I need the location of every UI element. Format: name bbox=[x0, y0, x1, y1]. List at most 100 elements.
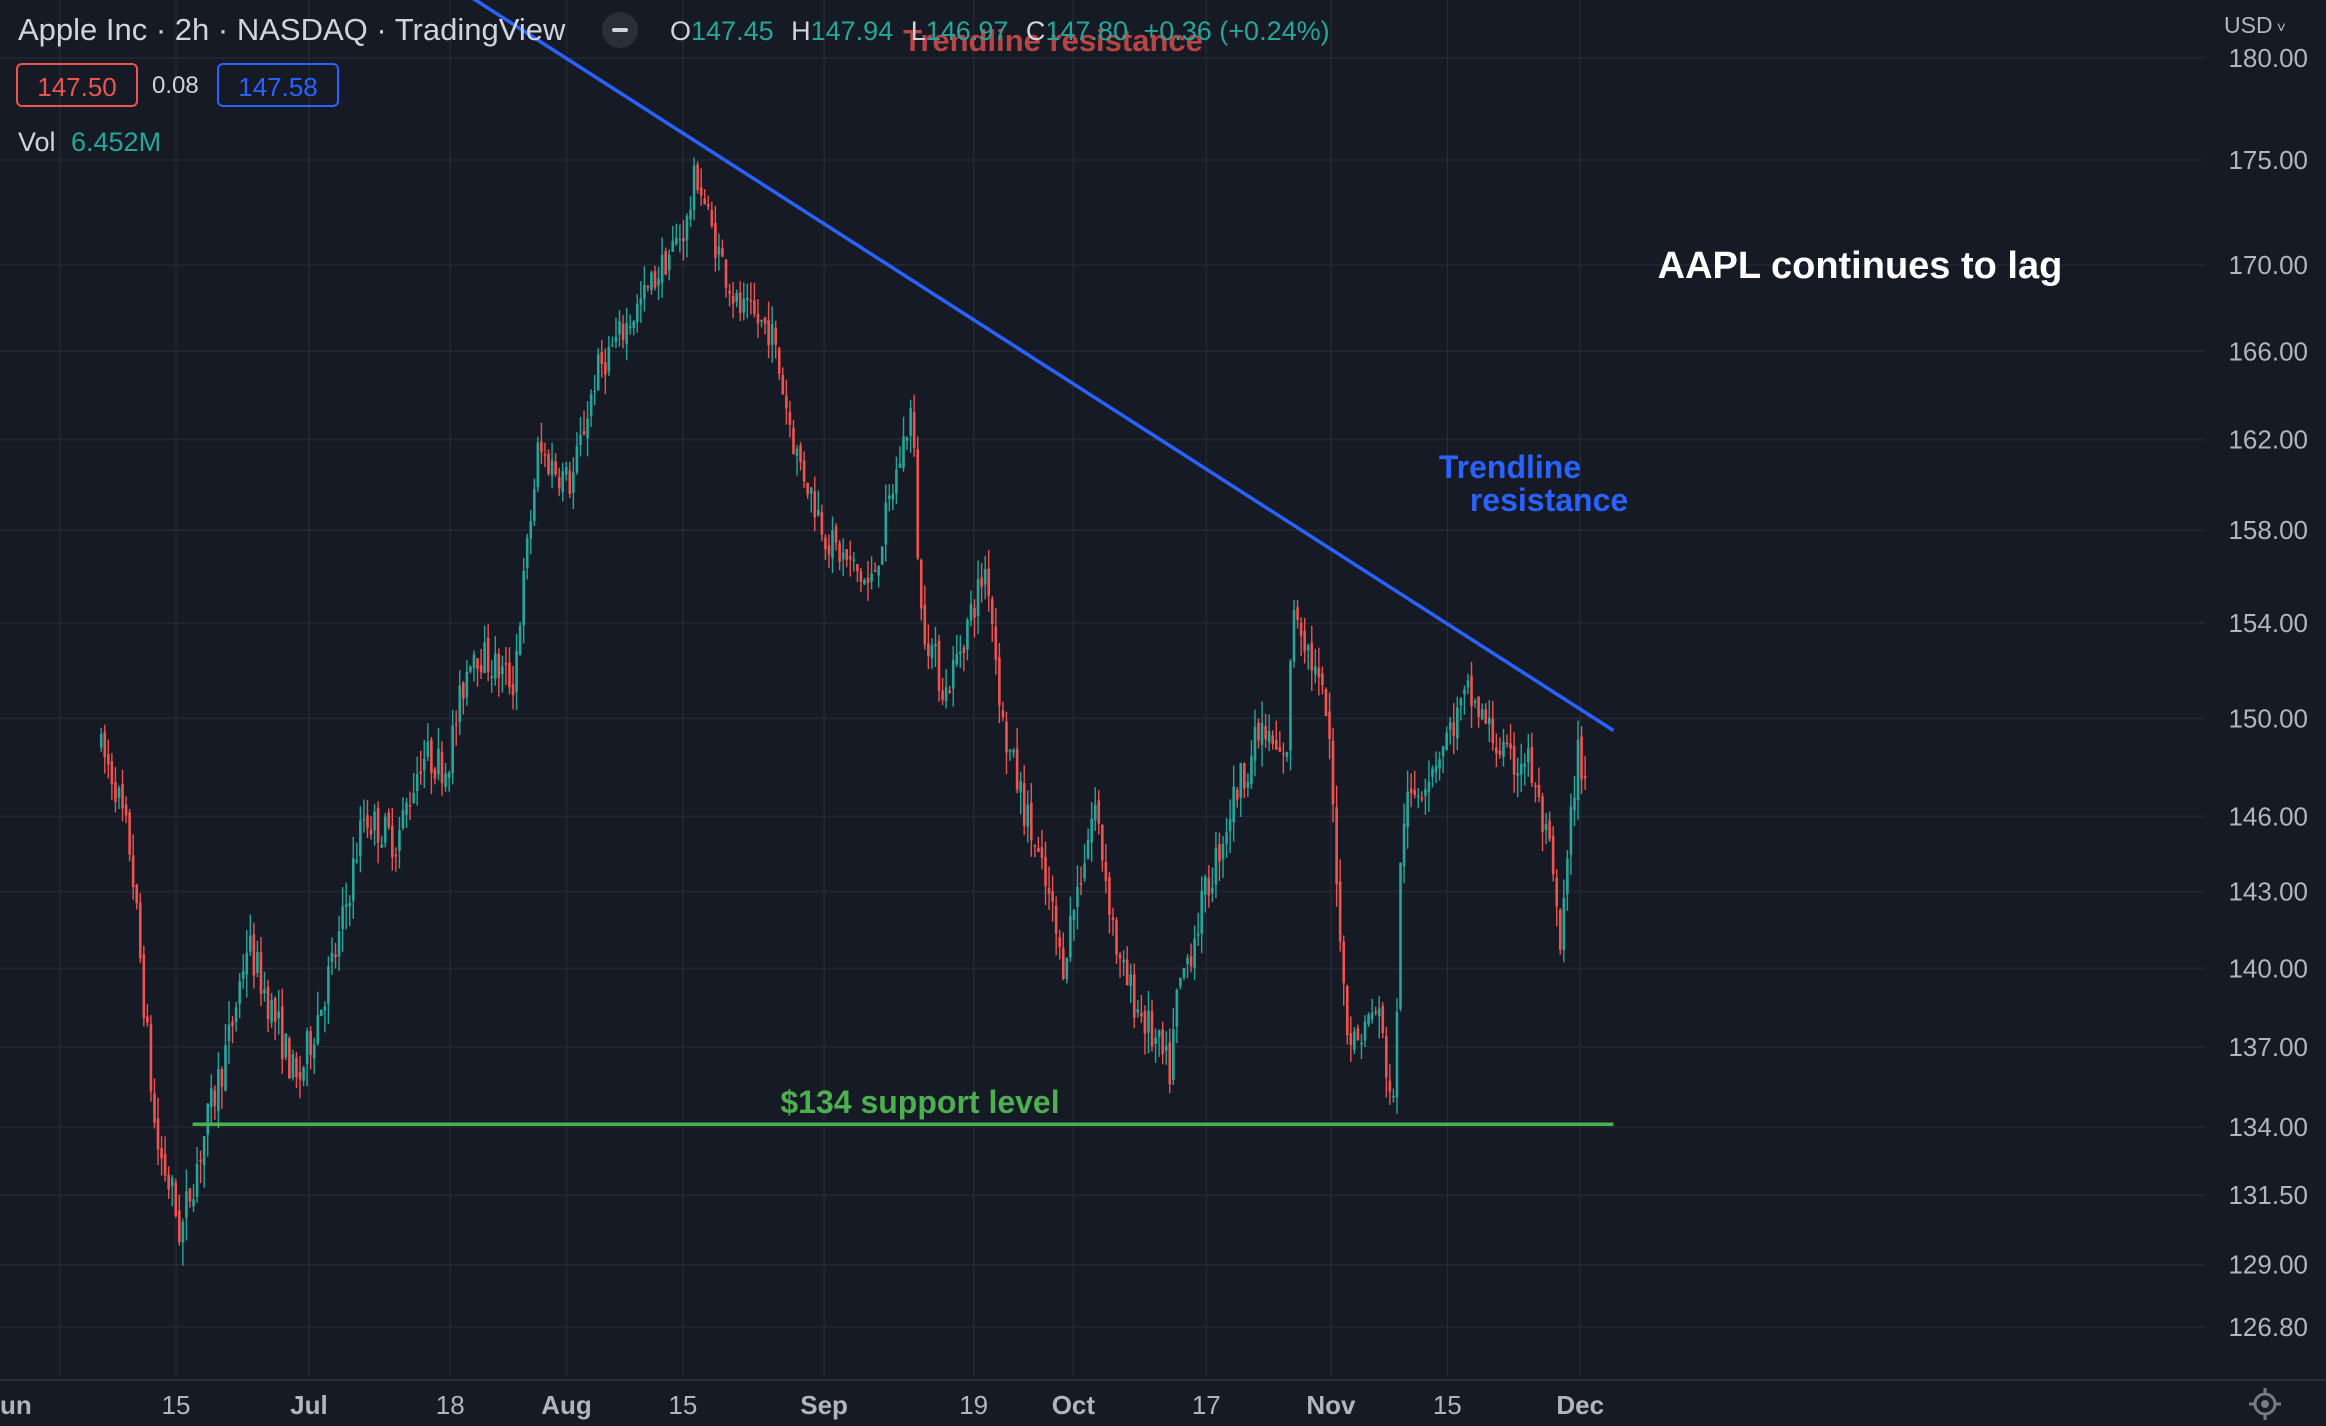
candle-down bbox=[1335, 807, 1338, 885]
candle-up bbox=[1399, 863, 1402, 1010]
candle-down bbox=[834, 526, 838, 543]
time-tick-label: 17 bbox=[1192, 1390, 1221, 1420]
price-tick-label: 158.00 bbox=[2228, 515, 2308, 545]
candle-down bbox=[1491, 718, 1495, 744]
candle-up bbox=[195, 1163, 199, 1197]
candle-up bbox=[1072, 910, 1076, 921]
collapse-button[interactable] bbox=[602, 12, 638, 48]
candle-up bbox=[586, 418, 589, 439]
candle-up bbox=[575, 445, 579, 473]
currency-selector[interactable]: USD ˅ bbox=[2224, 12, 2286, 39]
candle-up bbox=[302, 1067, 305, 1081]
candle-up bbox=[206, 1103, 210, 1135]
candle-up bbox=[1566, 858, 1569, 895]
candle-down bbox=[160, 1148, 163, 1159]
support-level-label: $134 support level bbox=[780, 1084, 1059, 1120]
candle-down bbox=[1388, 1080, 1392, 1092]
minus-icon bbox=[612, 28, 628, 32]
candle-up bbox=[202, 1136, 206, 1166]
candle-up bbox=[817, 509, 820, 516]
candle-down bbox=[714, 223, 717, 258]
candle-down bbox=[199, 1159, 202, 1162]
candle-up bbox=[564, 467, 568, 475]
trendline-label-line1: Trendline bbox=[1439, 449, 1581, 485]
candle-down bbox=[1264, 726, 1267, 740]
candle-down bbox=[848, 555, 852, 560]
candle-up bbox=[1353, 1031, 1356, 1050]
price-axis[interactable]: 180.00 175.00 170.00 166.00 162.00 158.00 154.… bbox=[2228, 43, 2308, 1342]
price-tick-label: 166.00 bbox=[2228, 336, 2308, 366]
candle-down bbox=[1132, 974, 1136, 1018]
candle-up bbox=[1502, 741, 1505, 757]
candle-up bbox=[359, 820, 362, 857]
symbol-title[interactable]: Apple Inc · 2h · NASDAQ · TradingView bbox=[18, 12, 566, 47]
time-tick-label: 15 bbox=[1433, 1390, 1462, 1420]
candle-up bbox=[650, 272, 653, 291]
candle-up bbox=[1122, 959, 1125, 963]
candle-up bbox=[1069, 915, 1072, 958]
candle-up bbox=[1250, 755, 1253, 784]
candle-down bbox=[582, 430, 586, 435]
candle-down bbox=[1061, 947, 1065, 979]
candle-down bbox=[1512, 745, 1516, 775]
time-tick-label: Nov bbox=[1306, 1390, 1356, 1420]
candle-up bbox=[1200, 890, 1204, 934]
candle-down bbox=[110, 761, 114, 785]
time-tick-label: 15 bbox=[668, 1390, 697, 1420]
candle-up bbox=[614, 336, 618, 343]
trendline-label-line2: resistance bbox=[1470, 482, 1628, 518]
candle-down bbox=[462, 682, 465, 699]
candle-up bbox=[1154, 1037, 1157, 1044]
candle-down bbox=[912, 411, 916, 448]
candle-up bbox=[1228, 819, 1232, 832]
candle-up bbox=[224, 1045, 227, 1091]
candle-up bbox=[1065, 958, 1069, 980]
trendline-resistance-line[interactable] bbox=[457, 0, 1615, 732]
candle-down bbox=[696, 164, 699, 191]
candle-up bbox=[256, 951, 259, 973]
candle-down bbox=[1345, 985, 1349, 1036]
candle-down bbox=[604, 362, 607, 375]
candle-down bbox=[476, 658, 479, 669]
candle-down bbox=[497, 653, 501, 678]
candle-down bbox=[128, 812, 131, 855]
candle-down bbox=[756, 313, 760, 324]
candle-down bbox=[554, 461, 557, 475]
price-tick-label: 131.50 bbox=[2228, 1180, 2308, 1210]
candle-down bbox=[1108, 877, 1111, 915]
candle-up bbox=[493, 653, 497, 679]
price-tick-label: 140.00 bbox=[2228, 953, 2308, 983]
candle-up bbox=[117, 787, 121, 798]
candle-down bbox=[1047, 887, 1051, 894]
sell-price-box[interactable]: 147.50 bbox=[16, 63, 138, 107]
candle-up bbox=[1544, 824, 1548, 831]
candle-up bbox=[976, 579, 980, 616]
candle-up bbox=[891, 493, 895, 500]
open-label: O bbox=[670, 16, 692, 46]
candle-up bbox=[373, 811, 376, 831]
candle-up bbox=[1516, 773, 1519, 776]
candle-down bbox=[1580, 736, 1583, 780]
candle-down bbox=[1495, 747, 1498, 754]
settings-gear-icon[interactable] bbox=[2249, 1388, 2281, 1420]
candle-up bbox=[1076, 886, 1079, 907]
time-axis[interactable]: un 15 Jul 18 Aug 15 Sep 19 Oct 17 Nov 15 Dec bbox=[0, 1379, 2326, 1420]
candle-down bbox=[1150, 1011, 1154, 1047]
candle-down bbox=[703, 198, 707, 205]
candle-up bbox=[320, 1009, 323, 1016]
candle-up bbox=[316, 1015, 320, 1044]
candle-up bbox=[227, 1024, 231, 1042]
buy-price-box[interactable]: 147.58 bbox=[217, 63, 339, 107]
candle-down bbox=[941, 690, 944, 700]
candle-up bbox=[1416, 795, 1420, 798]
candle-down bbox=[777, 348, 781, 374]
candle-up bbox=[742, 298, 746, 313]
candle-up bbox=[522, 570, 525, 626]
open-value: 147.45 bbox=[691, 16, 774, 46]
candle-up bbox=[667, 254, 671, 271]
candle-up bbox=[969, 604, 973, 621]
candle-down bbox=[1207, 877, 1211, 896]
candle-down bbox=[1058, 937, 1062, 948]
candle-down bbox=[188, 1188, 192, 1202]
